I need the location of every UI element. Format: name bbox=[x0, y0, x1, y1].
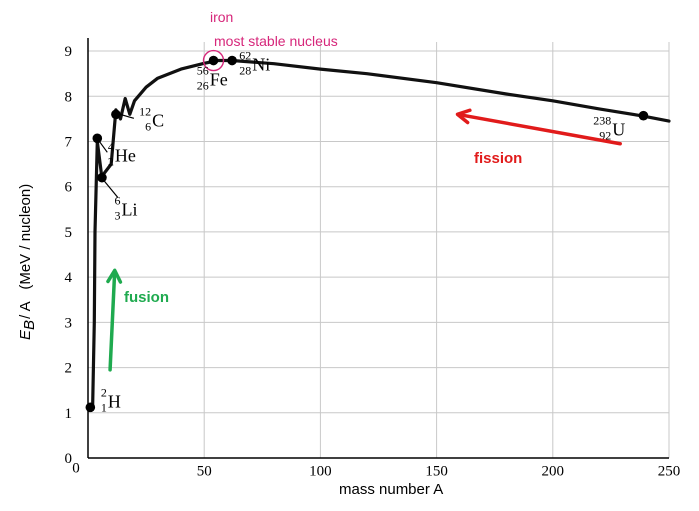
fusion-arrow-head bbox=[106, 268, 123, 284]
y-tick-label: 5 bbox=[65, 225, 73, 241]
element-symbol: U bbox=[612, 120, 625, 140]
x-tick-label: 100 bbox=[309, 464, 332, 480]
y-tick-label: 9 bbox=[65, 44, 73, 60]
atomic-number: 3 bbox=[115, 209, 121, 223]
mass-number: 56 bbox=[197, 64, 209, 78]
atomic-number: 26 bbox=[197, 79, 209, 93]
process-arrows bbox=[106, 108, 622, 372]
label-leader-he bbox=[98, 140, 108, 153]
fusion-arrow-shaft bbox=[108, 270, 117, 372]
y-axis-label-rest: / A (MeV / nucleon) bbox=[17, 184, 34, 323]
mass-number: 238 bbox=[593, 114, 611, 128]
binding-energy-curve bbox=[91, 58, 671, 410]
y-tick-label: 6 bbox=[65, 180, 73, 196]
data-point-fe bbox=[208, 55, 219, 66]
y-tick-label: 1 bbox=[65, 406, 73, 422]
x-tick-label: 250 bbox=[658, 464, 681, 480]
atomic-number: 2 bbox=[108, 154, 114, 168]
element-symbol: C bbox=[152, 110, 164, 130]
fusion-label: fusion bbox=[124, 289, 169, 306]
x-tick-label: 50 bbox=[197, 464, 212, 480]
y-tick-label: 4 bbox=[65, 270, 73, 286]
isotope-points bbox=[85, 49, 649, 413]
data-point-c bbox=[111, 109, 121, 120]
isotope-label-he: 42 He bbox=[108, 139, 136, 168]
data-point-h bbox=[85, 402, 96, 413]
y-tick-label: 0 bbox=[65, 451, 73, 467]
label-leader-li bbox=[103, 180, 119, 199]
y-axis-label-main: E bbox=[17, 329, 34, 340]
y-axis-label: E B / A (MeV / nucleon) bbox=[17, 184, 38, 340]
y-axis-label-sub: B bbox=[21, 320, 38, 330]
iron-highlight-circle bbox=[202, 49, 225, 72]
isotope-label-h: 21 H bbox=[101, 385, 121, 414]
fusion-arrow bbox=[106, 268, 123, 372]
data-point-li bbox=[97, 172, 107, 183]
mass-number: 6 bbox=[115, 194, 121, 208]
axes bbox=[87, 38, 669, 459]
isotope-label-li: 63 Li bbox=[115, 194, 138, 223]
x-tick-label: 200 bbox=[542, 464, 565, 480]
fission-arrow bbox=[455, 108, 622, 146]
y-tick-label: 3 bbox=[65, 315, 73, 331]
grid-lines bbox=[87, 42, 670, 459]
element-symbol: Li bbox=[122, 200, 138, 220]
y-tick-label: 7 bbox=[65, 134, 73, 150]
data-point-ni bbox=[227, 55, 237, 66]
x-tick-label: 150 bbox=[425, 464, 448, 480]
mass-number: 4 bbox=[108, 139, 114, 153]
element-symbol: Ni bbox=[252, 55, 270, 75]
element-symbol: He bbox=[115, 145, 136, 165]
x-axis-label: mass number A bbox=[339, 481, 443, 498]
y-tick-label: 2 bbox=[65, 361, 73, 377]
mass-number: 62 bbox=[239, 49, 251, 63]
fission-arrow-head bbox=[455, 108, 472, 125]
mass-number: 2 bbox=[101, 385, 107, 399]
iron-note: most stable nucleus bbox=[214, 33, 338, 49]
atomic-number: 6 bbox=[145, 119, 151, 133]
fission-arrow-shaft bbox=[457, 112, 622, 146]
x-tick-label: 0 bbox=[72, 461, 80, 477]
y-tick-label: 8 bbox=[65, 89, 73, 105]
element-symbol: Fe bbox=[210, 70, 228, 90]
data-point-u bbox=[638, 110, 649, 121]
atomic-number: 28 bbox=[239, 64, 251, 78]
data-point-he bbox=[92, 133, 103, 144]
label-leader-c bbox=[119, 113, 135, 119]
fission-label: fission bbox=[474, 150, 522, 167]
mass-number: 12 bbox=[139, 104, 151, 118]
iron-label: iron bbox=[210, 9, 233, 25]
atomic-number: 1 bbox=[101, 400, 107, 414]
element-symbol: H bbox=[108, 391, 121, 411]
isotope-label-c: 126 C bbox=[139, 104, 164, 133]
series-line bbox=[91, 58, 671, 410]
